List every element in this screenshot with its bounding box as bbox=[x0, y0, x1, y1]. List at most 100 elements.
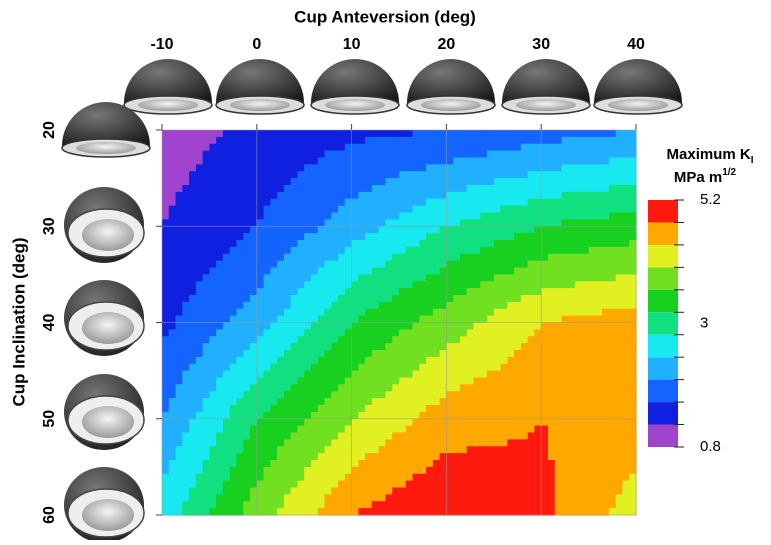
heatmap-cell bbox=[392, 185, 400, 193]
heatmap-cell bbox=[399, 384, 407, 392]
heatmap-cell bbox=[331, 466, 339, 475]
heatmap-cell bbox=[480, 480, 488, 489]
heatmap-cell bbox=[277, 501, 285, 509]
heatmap-cell bbox=[243, 130, 251, 138]
heatmap-cell bbox=[608, 191, 617, 200]
heatmap-cell bbox=[344, 226, 353, 234]
heatmap-cell bbox=[338, 494, 346, 502]
heatmap-cell bbox=[622, 405, 630, 413]
heatmap-cell bbox=[290, 205, 299, 214]
heatmap-cell bbox=[554, 308, 563, 317]
heatmap-cell bbox=[236, 356, 244, 365]
heatmap-cell bbox=[162, 164, 170, 172]
heatmap-cell bbox=[615, 480, 624, 489]
heatmap-cell bbox=[175, 418, 183, 427]
heatmap-cell bbox=[507, 343, 515, 351]
heatmap-cell bbox=[168, 315, 177, 324]
heatmap-cell bbox=[222, 356, 231, 365]
heatmap-cell bbox=[615, 301, 624, 310]
heatmap-cell bbox=[324, 136, 332, 145]
heatmap-cell bbox=[162, 501, 170, 509]
heatmap-cell bbox=[283, 405, 292, 413]
heatmap-cell bbox=[195, 425, 204, 434]
heatmap-cell bbox=[405, 157, 414, 165]
heatmap-cell bbox=[351, 233, 359, 241]
heatmap-cell bbox=[175, 191, 183, 200]
heatmap-cell bbox=[250, 494, 258, 502]
heatmap-cell bbox=[608, 398, 617, 406]
heatmap-cell bbox=[432, 219, 441, 227]
heatmap-cell bbox=[399, 219, 407, 227]
heatmap-cell bbox=[405, 350, 414, 358]
heatmap-cell bbox=[195, 446, 204, 454]
heatmap-cell bbox=[568, 205, 576, 214]
heatmap-cell bbox=[412, 446, 420, 454]
heatmap-cell bbox=[209, 508, 217, 516]
heatmap-cell bbox=[358, 253, 366, 262]
heatmap-cell bbox=[250, 240, 258, 248]
heatmap-cell bbox=[270, 384, 278, 392]
heatmap-cell bbox=[439, 411, 447, 420]
heatmap-cell bbox=[297, 343, 305, 351]
heatmap-cell bbox=[432, 446, 441, 454]
heatmap-cell bbox=[527, 363, 536, 372]
heatmap-cell bbox=[182, 439, 190, 447]
heatmap-cell bbox=[405, 212, 414, 220]
heatmap-cell bbox=[459, 267, 468, 275]
heatmap-cell bbox=[162, 191, 170, 200]
heatmap-cell bbox=[500, 288, 508, 296]
heatmap-cell bbox=[487, 260, 495, 269]
heatmap-cell bbox=[392, 494, 400, 502]
heatmap-cell bbox=[236, 398, 244, 406]
heatmap-cell bbox=[629, 198, 637, 207]
heatmap-cell bbox=[453, 425, 461, 434]
heatmap-cell bbox=[304, 322, 312, 330]
heatmap-cell bbox=[338, 322, 346, 330]
heatmap-cell bbox=[453, 130, 461, 138]
heatmap-cell bbox=[419, 157, 427, 165]
heatmap-cell bbox=[317, 363, 326, 372]
heatmap-cell bbox=[581, 288, 590, 296]
heatmap-cell bbox=[195, 143, 204, 152]
heatmap-cell bbox=[277, 398, 285, 406]
heatmap-cell bbox=[216, 453, 224, 461]
heatmap-cell bbox=[202, 205, 210, 214]
heatmap-cell bbox=[453, 398, 461, 406]
heatmap-cell bbox=[432, 405, 441, 413]
heatmap-cell bbox=[568, 343, 576, 351]
heatmap-cell bbox=[378, 274, 387, 282]
colorbar-units-sup: 1/2 bbox=[722, 167, 736, 178]
heatmap-cell bbox=[595, 370, 603, 379]
heatmap-cell bbox=[507, 253, 515, 262]
heatmap-cell bbox=[175, 274, 183, 282]
heatmap-cell bbox=[344, 370, 353, 379]
heatmap-cell bbox=[317, 274, 326, 282]
heatmap-cell bbox=[283, 157, 292, 165]
heatmap-cell bbox=[385, 322, 393, 330]
heatmap-cell bbox=[344, 136, 353, 145]
heatmap-cell bbox=[358, 274, 366, 282]
heatmap-cell bbox=[304, 398, 312, 406]
heatmap-cell bbox=[310, 253, 319, 262]
heatmap-cell bbox=[250, 185, 258, 193]
heatmap-cell bbox=[466, 329, 475, 337]
heatmap-cell bbox=[290, 460, 299, 468]
heatmap-cell bbox=[534, 226, 542, 234]
heatmap-cell bbox=[581, 377, 590, 385]
heatmap-cell bbox=[527, 157, 536, 165]
heatmap-cell bbox=[331, 212, 339, 220]
heatmap-cell bbox=[487, 460, 495, 468]
heatmap-cell bbox=[405, 240, 414, 248]
heatmap-cell bbox=[534, 501, 542, 509]
heatmap-cell bbox=[378, 198, 387, 207]
heatmap-cell bbox=[527, 281, 536, 289]
heatmap-cell bbox=[520, 398, 529, 406]
heatmap-cell bbox=[236, 253, 244, 262]
heatmap-cell bbox=[622, 384, 630, 392]
heatmap-cell bbox=[466, 301, 475, 310]
heatmap-cell bbox=[358, 473, 366, 482]
heatmap-cell bbox=[243, 267, 251, 275]
heatmap-cell bbox=[493, 453, 502, 461]
heatmap-cell bbox=[432, 185, 441, 193]
heatmap-cell bbox=[432, 315, 441, 324]
